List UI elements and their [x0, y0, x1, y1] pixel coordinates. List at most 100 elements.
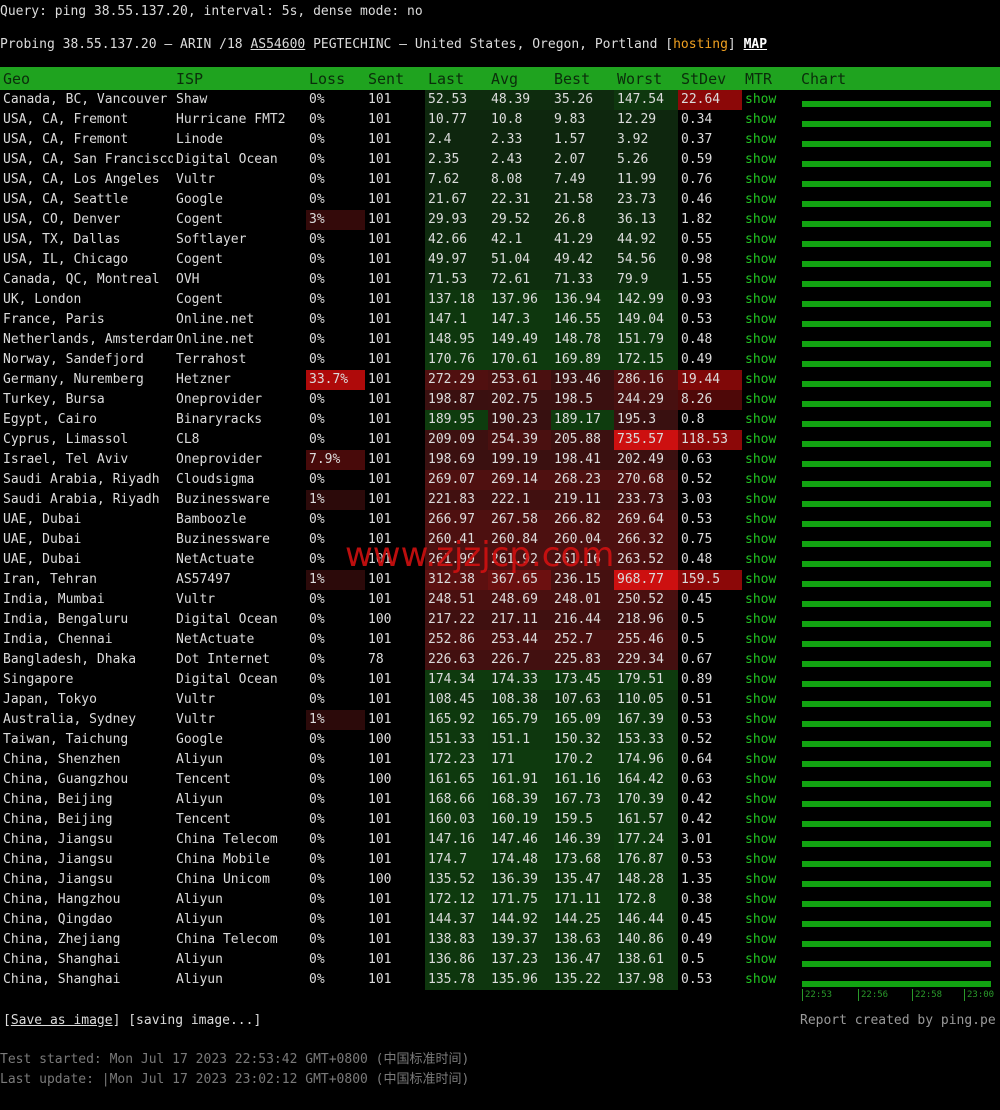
table-cell: China Telecom — [176, 932, 278, 947]
mtr-link[interactable]: show — [745, 812, 777, 827]
table-cell: 146.44 — [614, 910, 678, 930]
mtr-link[interactable]: show — [745, 332, 777, 347]
chart-sparkline — [802, 721, 991, 727]
table-row: UK, London Cogent 0% 101 137.18 137.96 136.94 1… — [0, 290, 1000, 310]
column-header: ISP — [176, 70, 204, 88]
table-cell: 101 — [368, 152, 392, 167]
mtr-link[interactable]: show — [745, 672, 777, 687]
table-cell: 0.89 — [681, 672, 713, 687]
table-cell: 0.5 — [681, 632, 705, 647]
table-cell: 101 — [368, 632, 392, 647]
mtr-link[interactable]: show — [745, 712, 777, 727]
table-cell: 0.93 — [681, 292, 713, 307]
table-cell: 136.39 — [488, 870, 551, 890]
mtr-link[interactable]: show — [745, 372, 777, 387]
mtr-link[interactable]: show — [745, 172, 777, 187]
mtr-link[interactable]: show — [745, 632, 777, 647]
table-cell: USA, CA, Seattle — [3, 192, 129, 207]
map-link[interactable]: MAP — [743, 37, 768, 52]
mtr-link[interactable]: show — [745, 552, 777, 567]
mtr-link[interactable]: show — [745, 652, 777, 667]
chart-time-label: 22:58 — [912, 989, 942, 1001]
table-row: India, Bengaluru Digital Ocean 0% 100 217.22… — [0, 610, 1000, 630]
mtr-link[interactable]: show — [745, 872, 777, 887]
mtr-link[interactable]: show — [745, 92, 777, 107]
table-cell: 100 — [368, 772, 392, 787]
table-cell: 101 — [368, 952, 392, 967]
table-cell: 248.01 — [551, 590, 614, 610]
mtr-link[interactable]: show — [745, 472, 777, 487]
mtr-link[interactable]: show — [745, 232, 777, 247]
mtr-link[interactable]: show — [745, 972, 777, 987]
table-cell: 0.53 — [681, 972, 713, 987]
table-cell: 170.2 — [551, 750, 614, 770]
table-cell: 21.58 — [551, 190, 614, 210]
mtr-link[interactable]: show — [745, 692, 777, 707]
mtr-link[interactable]: show — [745, 252, 777, 267]
mtr-link[interactable]: show — [745, 212, 777, 227]
table-cell: 108.38 — [488, 690, 551, 710]
mtr-link[interactable]: show — [745, 772, 777, 787]
mtr-link[interactable]: show — [745, 352, 777, 367]
mtr-link[interactable]: show — [745, 112, 777, 127]
mtr-link[interactable]: show — [745, 392, 777, 407]
table-cell: China, Zhejiang — [3, 932, 121, 947]
table-cell: Taiwan, Taichung — [3, 732, 129, 747]
mtr-link[interactable]: show — [745, 312, 777, 327]
table-cell: 0.53 — [681, 512, 713, 527]
table-row: USA, CA, Fremont Linode 0% 101 2.4 2.33 1.57 3.… — [0, 130, 1000, 150]
mtr-link[interactable]: show — [745, 412, 777, 427]
table-cell: 101 — [368, 272, 392, 287]
table-cell: 312.38 — [425, 570, 488, 590]
table-cell: 101 — [368, 252, 392, 267]
mtr-link[interactable]: show — [745, 832, 777, 847]
table-cell: 0.38 — [681, 892, 713, 907]
mtr-link[interactable]: show — [745, 852, 777, 867]
table-cell: 266.97 — [425, 510, 488, 530]
mtr-link[interactable]: show — [745, 792, 777, 807]
asn-link[interactable]: AS54600 — [250, 37, 306, 52]
mtr-link[interactable]: show — [745, 612, 777, 627]
mtr-link[interactable]: show — [745, 912, 777, 927]
mtr-link[interactable]: show — [745, 152, 777, 167]
table-cell: 168.66 — [425, 790, 488, 810]
mtr-link[interactable]: show — [745, 952, 777, 967]
table-cell: 0% — [309, 952, 325, 967]
mtr-link[interactable]: show — [745, 192, 777, 207]
mtr-link[interactable]: show — [745, 592, 777, 607]
mtr-link[interactable]: show — [745, 932, 777, 947]
table-cell: Binaryracks — [176, 412, 263, 427]
chart-sparkline — [802, 301, 991, 307]
mtr-link[interactable]: show — [745, 292, 777, 307]
chart-sparkline — [802, 321, 991, 327]
table-cell: 0.42 — [681, 792, 713, 807]
mtr-link[interactable]: show — [745, 432, 777, 447]
mtr-link[interactable]: show — [745, 452, 777, 467]
save-as-image[interactable]: Save as image — [10, 1013, 113, 1028]
table-cell: 0% — [309, 172, 325, 187]
mtr-link[interactable]: show — [745, 752, 777, 767]
table-cell: 195.3 — [614, 410, 678, 430]
table-row: Taiwan, Taichung Google 0% 100 151.33 151.1 15… — [0, 730, 1000, 750]
mtr-link[interactable]: show — [745, 272, 777, 287]
table-cell: 26.8 — [551, 210, 614, 230]
table-row: USA, CA, Fremont Hurricane FMT2 0% 101 10.77… — [0, 110, 1000, 130]
table-cell: 52.53 — [425, 90, 488, 110]
table-cell: 149.04 — [614, 310, 678, 330]
mtr-link[interactable]: show — [745, 572, 777, 587]
table-cell: 179.51 — [614, 670, 678, 690]
table-cell: China, Jiangsu — [3, 852, 113, 867]
mtr-link[interactable]: show — [745, 512, 777, 527]
table-cell: 170.39 — [614, 790, 678, 810]
mtr-link[interactable]: show — [745, 492, 777, 507]
table-cell: 7.9% — [306, 450, 365, 470]
table-row: Saudi Arabia, Riyadh Buzinessware 1% 101 221… — [0, 490, 1000, 510]
table-cell: Vultr — [176, 172, 216, 187]
mtr-link[interactable]: show — [745, 132, 777, 147]
mtr-link[interactable]: show — [745, 892, 777, 907]
table-cell: 236.15 — [551, 570, 614, 590]
mtr-link[interactable]: show — [745, 532, 777, 547]
table-cell: Vultr — [176, 712, 216, 727]
table-cell: 254.39 — [488, 430, 551, 450]
mtr-link[interactable]: show — [745, 732, 777, 747]
